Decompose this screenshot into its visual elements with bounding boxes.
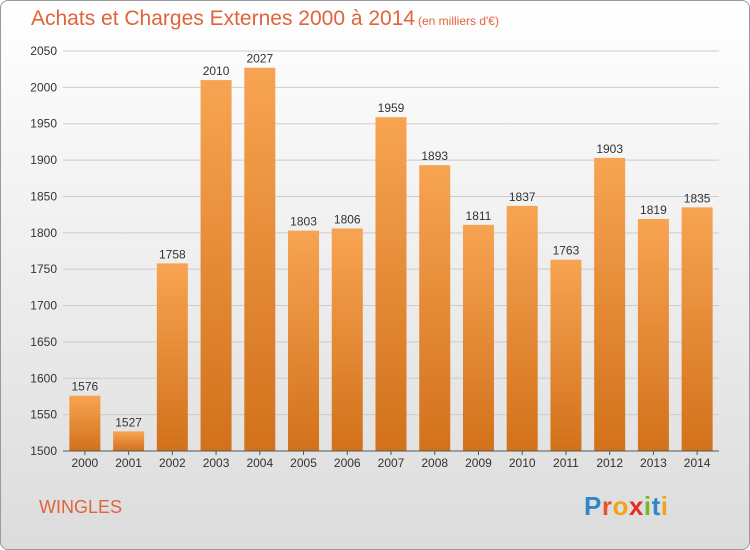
bar-value-label: 1819 [640,203,667,217]
bar [375,117,407,451]
bar [69,395,101,451]
bar-value-label: 1893 [421,149,448,163]
bar [506,205,538,451]
y-tick-label: 1750 [30,262,57,276]
logo-letter: t [651,491,661,521]
x-tick-label: 2006 [334,456,361,470]
bar-value-label: 1837 [509,190,536,204]
bar [594,157,626,451]
bar [113,431,145,451]
x-tick-label: 2014 [684,456,711,470]
x-tick-label: 2001 [115,456,142,470]
x-tick-labels: 2000 2001 2002 2003 2004 2005 2006 2007 2008 2009… [72,451,711,470]
x-tick-label: 2005 [290,456,317,470]
x-tick-label: 2004 [246,456,273,470]
bar [156,263,188,451]
bar [419,165,451,451]
x-tick-label: 2012 [596,456,623,470]
logo-letter: i [660,491,669,521]
bar-value-labels: 1576 1527 1758 2010 2027 1803 1806 1959 1893 1811… [72,52,711,430]
bar-value-label: 1763 [553,244,580,258]
bar [288,230,320,451]
y-tick-label: 1550 [30,408,57,422]
x-tick-label: 2003 [203,456,230,470]
bar-value-label: 1803 [290,215,317,229]
logo-letter: x [628,491,644,521]
y-tick-label: 1700 [30,299,57,313]
bar-value-label: 1806 [334,212,361,226]
bar-value-label: 1527 [115,415,142,429]
y-tick-label: 2050 [30,44,57,58]
chart-subtitle: (en milliers d'€) [418,14,499,28]
y-tick-label: 1850 [30,189,57,203]
bar-value-label: 2010 [203,64,230,78]
y-tick-label: 1600 [30,371,57,385]
logo-letter: r [601,491,613,521]
proxiti-logo: Proxiti [584,491,668,522]
bar-value-label: 1758 [159,247,186,261]
x-tick-label: 2013 [640,456,667,470]
bar-value-label: 1903 [596,142,623,156]
y-tick-label: 1500 [30,444,57,458]
x-tick-label: 2007 [378,456,405,470]
y-tick-label: 1950 [30,117,57,131]
x-tick-label: 2008 [421,456,448,470]
city-name: WINGLES [39,497,123,517]
y-tick-label: 1800 [30,226,57,240]
logo-letter: o [612,491,629,521]
bar [200,80,232,451]
bar [462,224,494,451]
bar-value-label: 1959 [378,101,405,115]
y-tick-labels: 1500 1550 1600 1650 1700 1750 1800 1850 1900 1950… [30,44,57,458]
logo-letter: i [643,491,652,521]
bar [550,259,582,451]
x-tick-label: 2010 [509,456,536,470]
y-tick-label: 1650 [30,335,57,349]
bar [244,67,276,452]
y-tick-label: 1900 [30,153,57,167]
chart-title: Achats et Charges Externes 2000 à 2014 [31,7,416,30]
bar-value-label: 1576 [72,380,99,394]
bars [69,67,713,452]
logo-letter: P [584,491,602,521]
bar [681,207,713,451]
x-tick-label: 2000 [72,456,99,470]
bar-value-label: 1811 [466,209,492,223]
bar-value-label: 2027 [246,52,273,66]
x-tick-label: 2002 [159,456,186,470]
x-tick-label: 2009 [465,456,492,470]
bar [331,228,363,451]
y-tick-label: 2000 [30,80,57,94]
bar [637,219,669,451]
x-tick-label: 2011 [553,456,579,470]
bar-value-label: 1835 [684,191,711,205]
